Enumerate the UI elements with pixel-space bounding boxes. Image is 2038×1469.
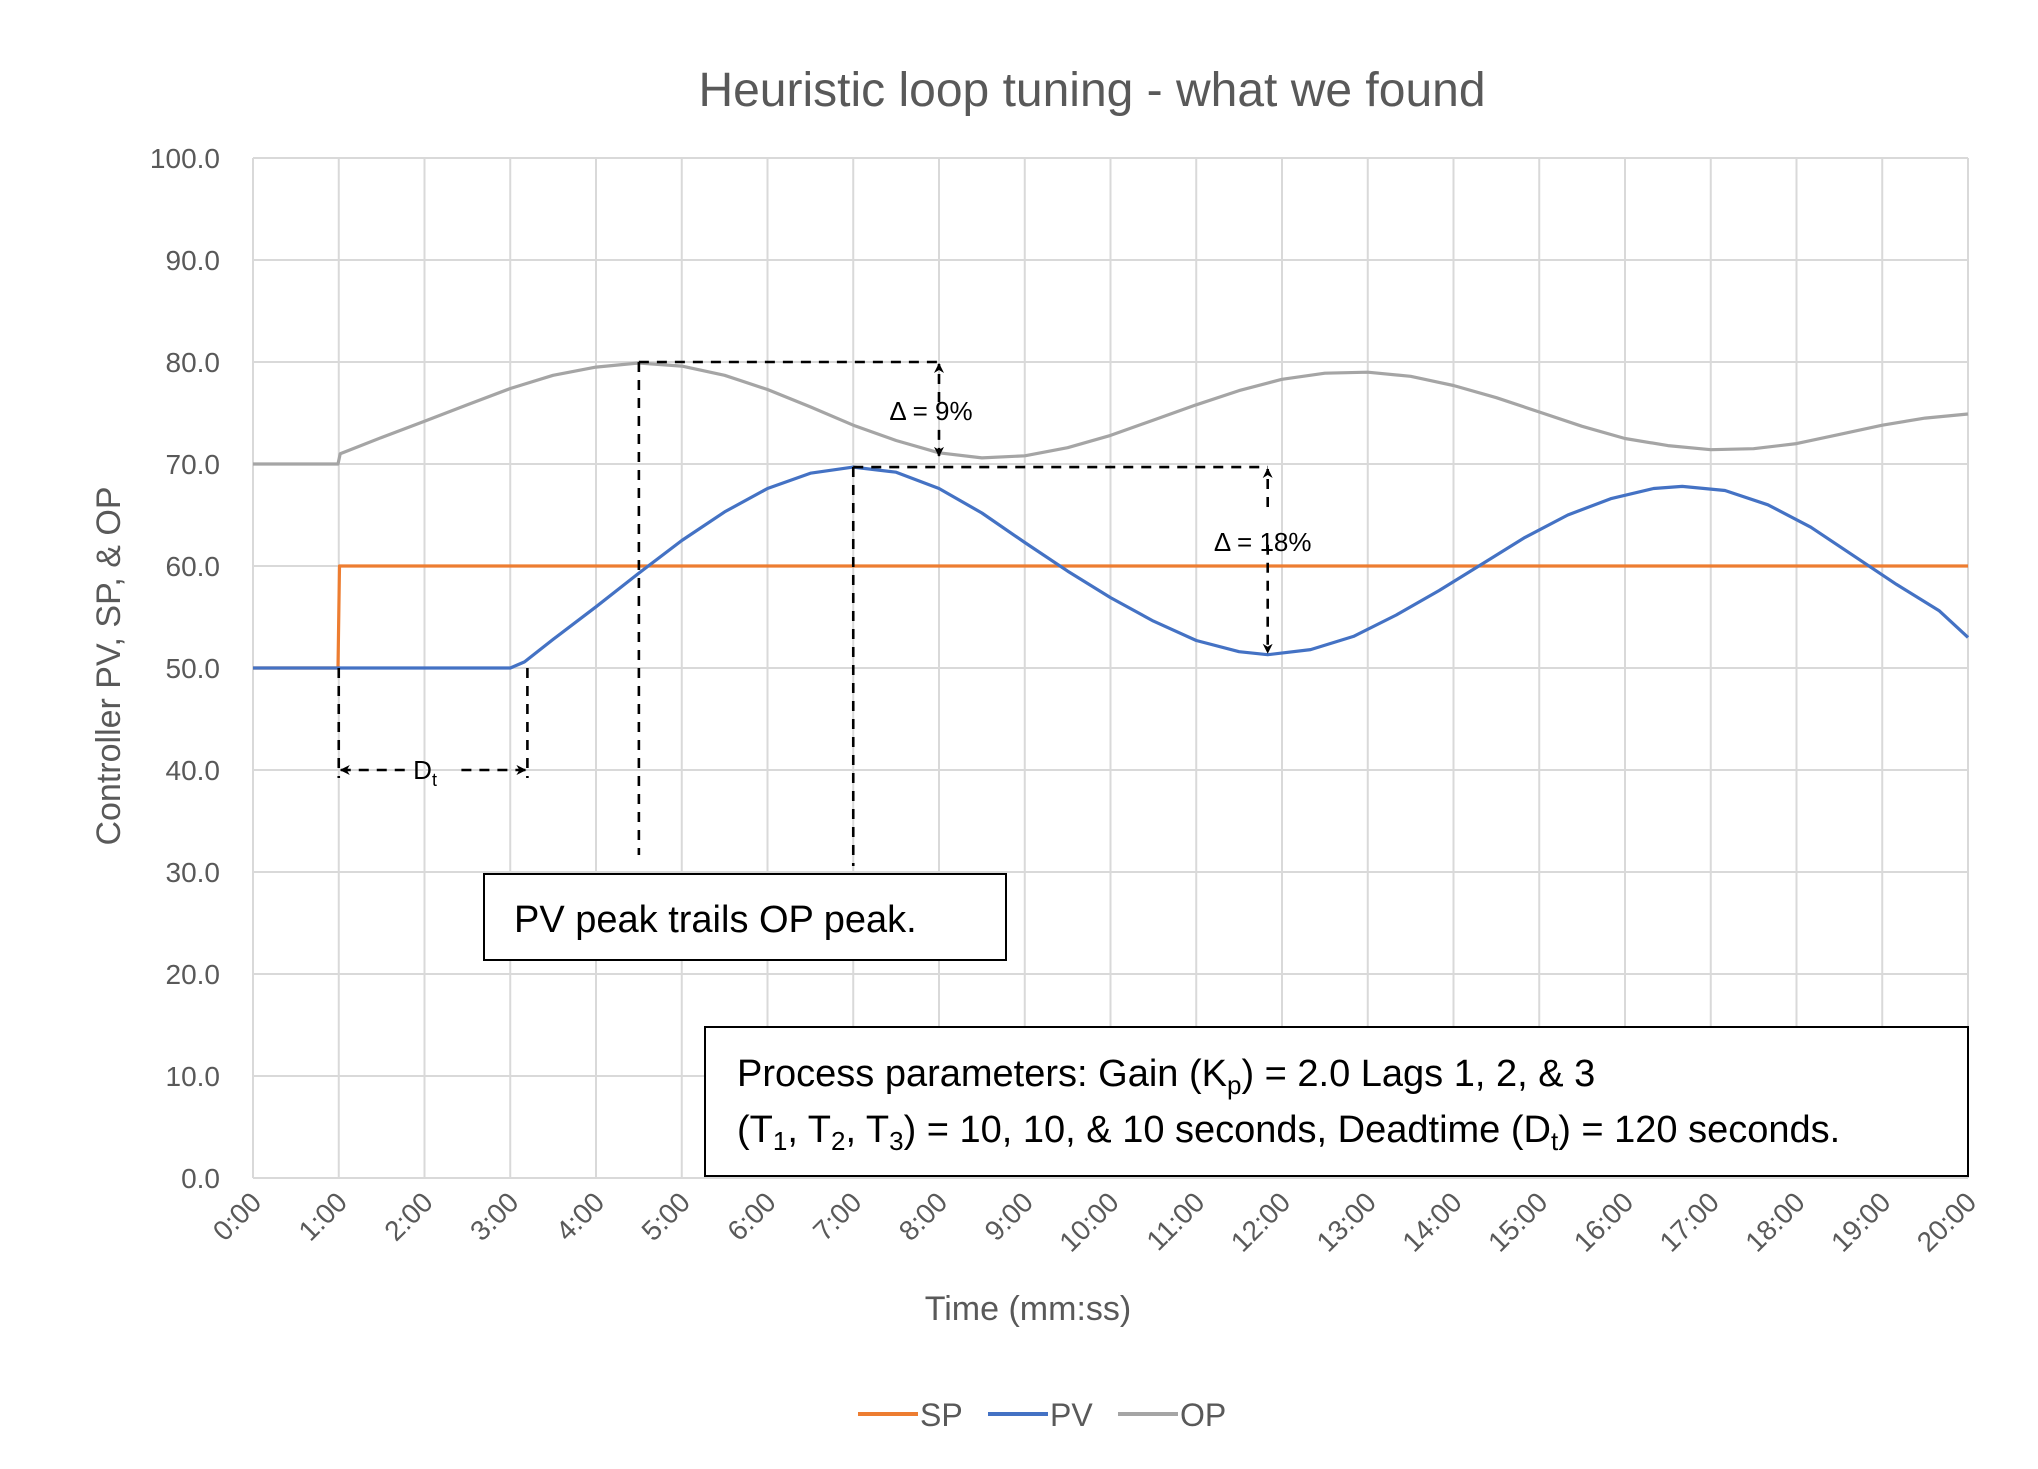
- x-tick-label: 10:00: [1053, 1186, 1124, 1257]
- x-tick-label: 9:00: [979, 1186, 1039, 1246]
- params-line-2: (T1, T2, T3) = 10, 10, & 10 seconds, Dea…: [737, 1109, 1840, 1156]
- x-tick-label: 12:00: [1225, 1186, 1296, 1257]
- x-tick-label: 4:00: [550, 1186, 610, 1246]
- x-tick-label: 2:00: [378, 1186, 438, 1246]
- x-tick-label: 3:00: [464, 1186, 524, 1246]
- y-tick-label: 0.0: [181, 1163, 220, 1194]
- y-tick-label: 80.0: [166, 347, 221, 378]
- x-tick-label: 17:00: [1654, 1186, 1725, 1257]
- x-tick-label: 7:00: [807, 1186, 867, 1246]
- x-tick-label: 5:00: [636, 1186, 696, 1246]
- x-tick-label: 18:00: [1739, 1186, 1810, 1257]
- x-tick-label: 6:00: [721, 1186, 781, 1246]
- chart-title: Heuristic loop tuning - what we found: [698, 64, 1485, 117]
- series-line-pv: [253, 465, 1970, 670]
- y-tick-label: 70.0: [166, 449, 221, 480]
- y-tick-label: 50.0: [166, 653, 221, 684]
- x-tick-label: 11:00: [1140, 1186, 1210, 1256]
- y-tick-label: 30.0: [166, 857, 221, 888]
- y-tick-labels: 0.0 10.0 20.0 30.0 40.0 50.0 60.0 70.0 80.0 90.0 1…: [150, 143, 220, 1194]
- callout-text: PV peak trails OP peak.: [514, 899, 917, 941]
- legend-label-op: OP: [1180, 1397, 1226, 1433]
- y-tick-label: 60.0: [166, 551, 221, 582]
- deadtime-label: Dt: [413, 755, 437, 790]
- y-tick-label: 40.0: [166, 755, 221, 786]
- callout-box: [483, 873, 1007, 961]
- series-lines: [253, 361, 1970, 670]
- y-tick-label: 100.0: [150, 143, 220, 174]
- pv-delta-label: Δ = 18%: [1214, 527, 1312, 557]
- y-axis-label: Controller PV, SP, & OP: [90, 486, 128, 845]
- params-line-1: Process parameters: Gain (Kp) = 2.0 Lags…: [737, 1053, 1595, 1100]
- x-tick-label: 1:00: [293, 1186, 353, 1246]
- op-delta-label: Δ = 9%: [889, 396, 972, 426]
- x-axis-label: Time (mm:ss): [925, 1290, 1131, 1328]
- series-line-op: [253, 361, 1969, 466]
- legend-label-sp: SP: [920, 1397, 963, 1433]
- x-tick-label: 16:00: [1568, 1186, 1639, 1257]
- x-tick-label: 0:00: [207, 1186, 267, 1246]
- x-tick-label: 14:00: [1396, 1186, 1467, 1257]
- x-tick-label: 15:00: [1482, 1186, 1553, 1257]
- x-tick-label: 20:00: [1911, 1186, 1982, 1257]
- annotations: Δ = 9% Δ = 18% Dt PV peak trails OP peak. Pr…: [337, 360, 1969, 1177]
- x-tick-labels: 0:00 1:00 2:00 3:00 4:00 5:00 6:00 7:00 8:00 9:00…: [207, 1186, 1982, 1257]
- x-tick-label: 8:00: [893, 1186, 953, 1246]
- legend-label-pv: PV: [1050, 1397, 1093, 1433]
- legend: SP PV OP: [858, 1397, 1226, 1433]
- y-tick-label: 10.0: [166, 1061, 221, 1092]
- y-tick-label: 90.0: [166, 245, 221, 276]
- y-tick-label: 20.0: [166, 959, 221, 990]
- x-tick-label: 19:00: [1825, 1186, 1896, 1257]
- params-box: [704, 1026, 1969, 1177]
- x-tick-label: 13:00: [1311, 1186, 1382, 1257]
